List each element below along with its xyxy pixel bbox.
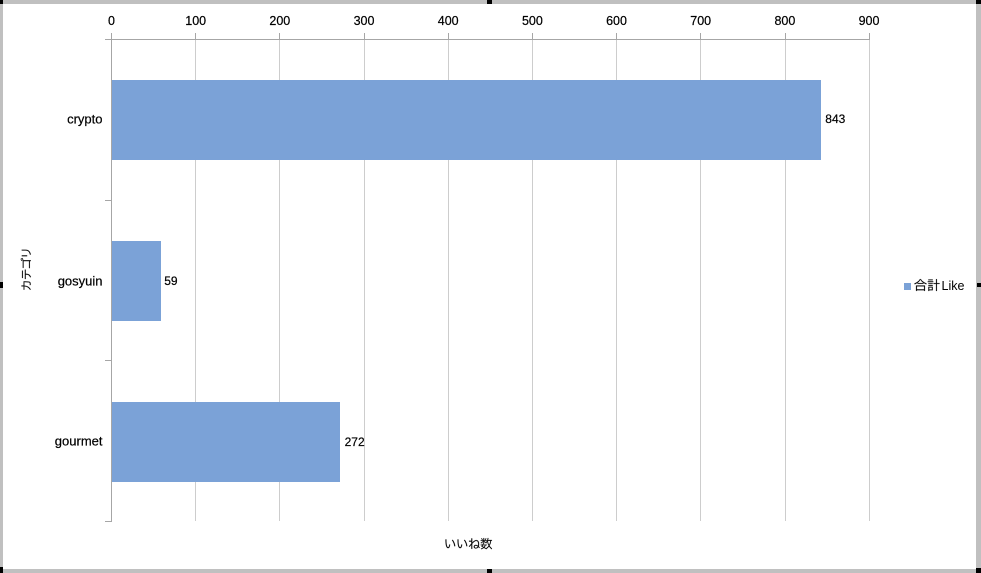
svg-text:Like: Like <box>942 279 965 293</box>
